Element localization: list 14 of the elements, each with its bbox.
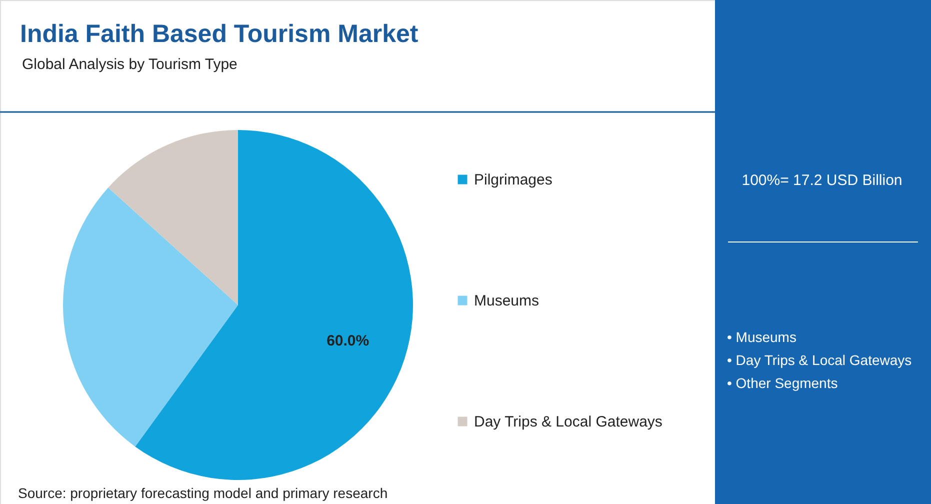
text: 100%= 17.2 USD Billion	[742, 172, 902, 189]
chart-subtitle: Global Analysis by Tourism Type	[22, 56, 238, 73]
source-note: Source: proprietary forecasting model and primary research	[18, 485, 388, 501]
pie-slice	[63, 188, 238, 447]
chart-title: India Faith Based Tourism Market	[20, 20, 419, 48]
text: • Other Segments	[727, 375, 838, 391]
pie-slice	[108, 130, 238, 305]
data-label: 60.0%	[326, 332, 370, 350]
legend-label: Pilgrimages	[474, 172, 552, 188]
legend-label: Day Trips & Local Gateways	[474, 414, 662, 430]
text: • Museums	[727, 329, 796, 345]
pie-slice	[135, 130, 413, 480]
legend-label: Museums	[474, 292, 540, 310]
text: • Day Trips & Local Gateways	[727, 352, 912, 368]
